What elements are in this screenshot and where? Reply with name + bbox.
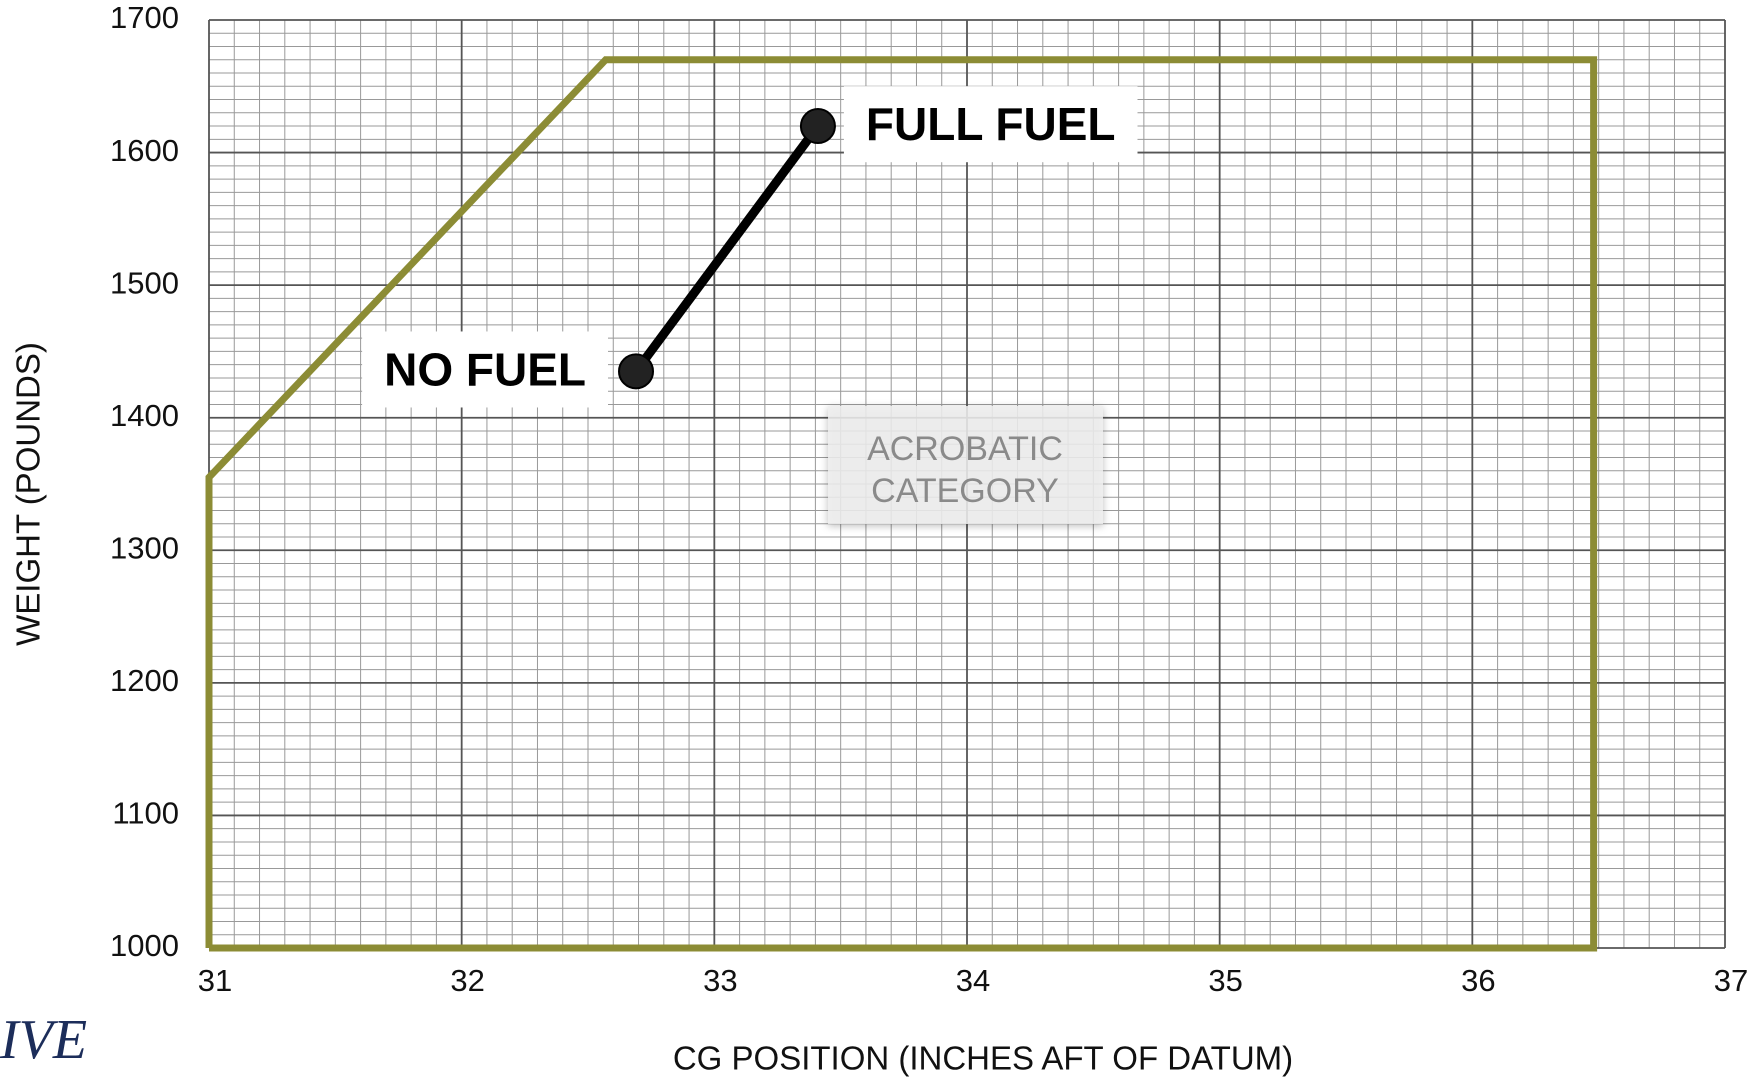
series-line: [205, 56, 1598, 952]
y-tick-label: 1700: [110, 0, 179, 35]
annotation: FULL FUEL: [866, 98, 1116, 150]
x-axis-title: CG POSITION (INCHES AFT OF DATUM): [673, 1040, 1293, 1077]
y-axis-title: WEIGHT (POUNDS): [10, 342, 47, 646]
x-tick-label: 36: [1461, 963, 1495, 998]
y-tick-label: 1000: [110, 928, 179, 963]
region-label-box: [828, 406, 1103, 524]
y-tick-label: 1600: [110, 133, 179, 168]
y-tick-label: 1300: [110, 530, 179, 565]
x-tick-label: 31: [198, 963, 232, 998]
point: [799, 108, 836, 145]
x-tick-label: 33: [703, 963, 737, 998]
x-tick-label: 35: [1208, 963, 1242, 998]
y-tick-label: 1400: [110, 398, 179, 433]
annotation-box: [362, 331, 609, 408]
region-label: CATEGORY: [871, 472, 1059, 510]
y-tick-label: 1500: [110, 265, 179, 300]
x-tick-label: 34: [956, 963, 990, 998]
watermark: IVE: [0, 1009, 87, 1071]
x-tick-label: 32: [450, 963, 484, 998]
y-tick-label: 1100: [112, 796, 179, 831]
series-line: [632, 123, 822, 374]
x-tick-label: 37: [1714, 963, 1748, 998]
point: [618, 353, 655, 390]
region-label: ACROBATIC: [867, 430, 1063, 468]
annotation: NO FUEL: [384, 343, 586, 395]
annotation-box: [843, 86, 1138, 163]
y-tick-label: 1200: [110, 663, 179, 698]
